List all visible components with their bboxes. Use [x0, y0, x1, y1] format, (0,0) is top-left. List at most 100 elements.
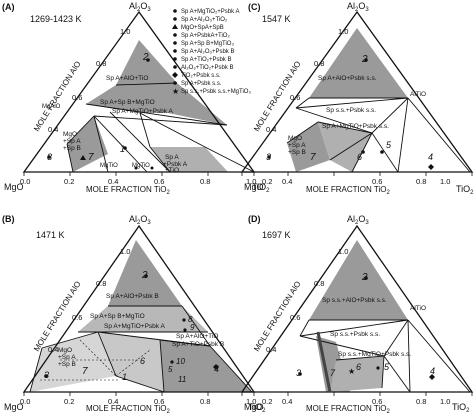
region-label: Sp s.s.+Psbk s.s.	[326, 107, 376, 114]
apex-left-label: MgO	[4, 402, 24, 412]
tick-label: 0.8	[200, 397, 210, 406]
region-label: AlTiO	[410, 305, 426, 312]
apex-right-label: TiO2	[248, 402, 266, 413]
legend-item: ★ Sp s.s.+Psbk s.s.+MgTiO₃	[172, 87, 251, 96]
region-label: AlTiO	[410, 91, 426, 98]
svg-text:Sp A+Al₂O₃+TiO₂: Sp A+Al₂O₃+TiO₂	[181, 17, 228, 23]
region-number: 10	[176, 357, 185, 366]
apex-right-label: TiO2	[252, 182, 270, 194]
region-number: 6	[357, 152, 362, 162]
region-7-6	[98, 332, 164, 392]
bottom-axis-title: MOLE FRACTION TiO2	[306, 404, 390, 413]
thick-phase-boundary	[316, 331, 332, 393]
region-label: +TiO	[165, 167, 179, 174]
legend-item: TiO₂+Psbk s.s.	[172, 72, 221, 79]
svg-text:TiO₂+Psbk s.s.: TiO₂+Psbk s.s.	[181, 73, 221, 79]
tick-label: 0.4	[282, 397, 292, 406]
tick-label: 0.8	[96, 59, 106, 68]
ternary-triangle-d	[240, 224, 474, 393]
panel-letter: (D)	[248, 214, 261, 224]
apex-left-label: MgO	[244, 402, 264, 412]
compound-label: MgAlO	[42, 104, 61, 110]
region-label: Sp A+AlO+TiO	[176, 333, 218, 340]
data-markers-c	[267, 58, 434, 170]
legend-a: Sp A+MgTiO₂+Psbk A Sp A+Al₂O₃+TiO₂ MgO+S…	[172, 9, 251, 96]
compound-label: MgTiO	[100, 163, 118, 169]
region-label: Sp A+AlO+Psbk B	[106, 293, 159, 300]
tie-lines-b	[29, 305, 253, 393]
data-point-diamond	[428, 164, 434, 170]
svg-text:Al₂O₃+TiO₂+Psbk B: Al₂O₃+TiO₂+Psbk B	[181, 65, 234, 71]
svg-text:Sp A+PsbkA+TiO₂: Sp A+PsbkA+TiO₂	[181, 33, 230, 39]
region-label: +Sp A	[63, 138, 81, 145]
tick-label: 1.0	[338, 27, 348, 36]
legend-item: Sp A+Al₂O₃+TiO₂	[173, 17, 228, 23]
panel-d: 0.2 0.4 0.6 0.8 1.0 0.4 0.6 0.8 1.0 (D) …	[240, 214, 474, 415]
region-label: +Sp B	[58, 361, 76, 368]
tick-label: 1.0	[440, 177, 450, 186]
region-label: Sp A+Sp B+MgTiO	[90, 313, 145, 320]
region-number: 4	[430, 366, 435, 376]
region-number: 1	[122, 372, 127, 382]
tick-label: 0.4	[282, 177, 292, 186]
data-point	[183, 328, 187, 332]
region-number: 2	[142, 52, 149, 63]
compound-label: MgTiO	[132, 163, 150, 169]
region-number: 5	[386, 140, 392, 150]
apex-left-label: MgO	[244, 182, 264, 192]
data-point	[182, 318, 186, 322]
svg-text:MgO+SpA+SpB: MgO+SpA+SpB	[181, 25, 224, 31]
data-point	[144, 274, 148, 278]
data-point	[298, 372, 302, 376]
legend-item: Sp A+MgTiO₂+Psbk A	[173, 9, 239, 15]
tick-label: 0.8	[200, 177, 210, 186]
tick-label: 1.0	[120, 247, 130, 256]
tie-lines-c	[286, 97, 471, 173]
region-label: +Sp B	[288, 149, 306, 156]
compound-labels-a: MgTiO MgTiO MgAlO	[42, 104, 150, 169]
ternary-triangle-a	[22, 10, 256, 173]
region-labels-b: 2 Sp A+AlO+Psbk B Sp A+Sp B+MgTiO Sp A+M…	[44, 270, 224, 384]
tick-label: 0.8	[314, 279, 324, 288]
region-number: 7	[330, 368, 336, 378]
region-number: 9	[190, 323, 195, 332]
region-mgo-sp-a-sp-b	[287, 122, 330, 172]
region-label: +Sp B	[63, 145, 81, 152]
region-label: Sp A+MgTiO+Psbk A	[104, 323, 165, 330]
data-point	[170, 360, 174, 364]
tick-label: 1.0	[246, 177, 256, 186]
region-sp-a-al2o3-tio2	[116, 40, 177, 85]
region-sp-ss-al2o3-psbk	[309, 240, 408, 320]
region-label: MgO	[63, 131, 77, 138]
region-upper-grey	[86, 83, 227, 125]
svg-text:Sp A+Psbk s.s.: Sp A+Psbk s.s.	[181, 81, 222, 87]
data-point	[376, 366, 380, 370]
bottom-axis-ticks-a	[23, 172, 255, 176]
bottom-axis-title: MOLE FRACTION TiO2	[86, 404, 170, 413]
data-markers-d: ★	[298, 276, 435, 380]
bottom-tick-labels-b: 0.0 0.2 0.4 0.6 0.8 1.0	[20, 397, 256, 406]
tie-lines-a	[66, 82, 255, 173]
region-label: Sp A+Sp B+MgTiO	[100, 99, 155, 106]
tie-lines-d	[299, 319, 471, 393]
region-label: MgO	[58, 347, 72, 354]
legend-item: Sp A+PsbkA+TiO₂	[173, 33, 230, 39]
tick-label: 0.2	[262, 397, 272, 406]
region-number: 11	[178, 375, 186, 384]
region-sp-ss-mgtio3-psbk	[330, 356, 384, 392]
tick-label: 0.8	[96, 279, 106, 288]
region-mgo-sp-a-sp-b	[30, 332, 116, 392]
panel-letter: (B)	[2, 214, 15, 224]
panel-temperature: 1697 K	[262, 230, 291, 240]
tick-label: 0.4	[108, 177, 118, 186]
left-tick-labels-d: 0.4 0.6 0.8 1.0	[266, 247, 348, 354]
region-number: 6	[356, 362, 361, 372]
data-markers-b	[44, 274, 219, 378]
data-point	[47, 155, 51, 159]
region-number: 5	[384, 362, 390, 372]
apex-top-label: Al2O3	[347, 214, 369, 226]
left-tick-labels-a: 0.4 0.6 0.8 1.0	[48, 27, 130, 134]
svg-text:Sp A+Al₂O₃+Psbk B: Sp A+Al₂O₃+Psbk B	[181, 49, 234, 55]
tick-label: 0.6	[290, 313, 300, 322]
